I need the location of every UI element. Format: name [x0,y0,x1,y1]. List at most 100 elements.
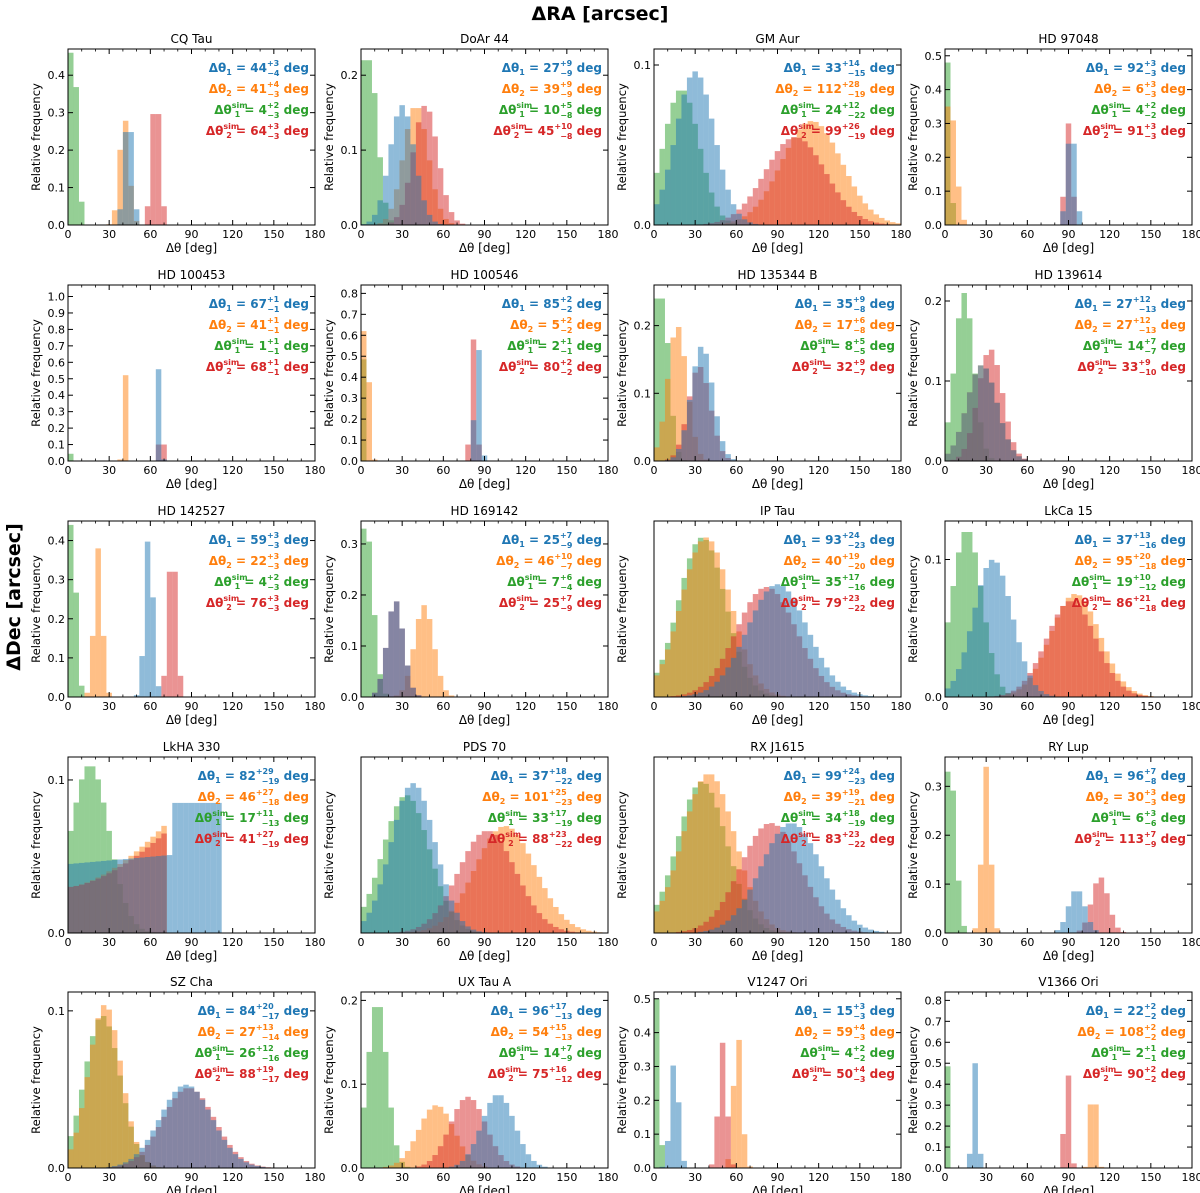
x-axis-label: Δθ [deg] [752,241,803,255]
bar-s1 [659,1145,665,1168]
bar-s2 [1071,601,1077,697]
bar-s2 [697,925,704,933]
bar-d1 [741,219,748,225]
stat-label-s1: Δθsim 1 = 2+1 −1 deg [507,337,602,356]
y-tick-label: 0.3 [925,1099,943,1112]
x-tick-label: 90 [185,1171,199,1184]
bar-d1 [752,878,759,933]
panel-grid: CQ Tau 0 30 60 90 120 150 180 Δθ [deg] 0.0 0.1 0.2 0… [29,32,1200,1193]
bar-d1 [681,430,687,461]
bar-s2 [780,144,786,225]
stat-label-s2: Δθsim 2 = 25+7 −9 deg [499,594,602,613]
bar-d1 [459,1160,466,1168]
stat-label-s2: Δθsim 2 = 76+3 −3 deg [206,594,309,613]
bar-s2 [150,114,156,225]
stat-label-d2: Δθ2 = 101+25 −23 deg [482,788,602,807]
panel-title: HD 100546 [451,268,519,282]
bar-d2 [879,217,885,225]
bar-s1 [955,880,962,933]
bar-d1 [747,889,753,933]
bar-d1 [785,591,792,697]
bar-d1 [983,368,989,461]
x-tick-label: 30 [688,228,702,241]
bar-s2 [741,857,748,933]
x-tick-label: 180 [1182,228,1200,241]
bar-s2 [1115,927,1121,933]
stat-label-d2: Δθ2 = 6+3 −3 deg [1094,80,1186,99]
bar-d2 [851,186,858,225]
y-axis-label: Relative frequency [906,555,920,663]
bar-s2 [675,695,682,697]
bar-d1 [730,657,737,697]
bar-d2 [361,331,367,461]
bar-s1 [945,771,951,933]
x-tick-label: 150 [556,228,577,241]
bar-d1 [128,132,134,225]
panel: HD 97048 0 30 60 90 120 150 180 Δθ [deg] 0.0 0.1 0.… [906,32,1200,255]
histogram-bars [945,766,1127,933]
bar-s2 [454,1109,460,1168]
bar-d1 [703,94,709,225]
bar-d2 [681,831,687,933]
bar-d1 [415,695,422,697]
bar-d2 [426,619,433,697]
x-axis-label: Δθ [deg] [1043,949,1094,963]
x-tick-label: 120 [222,936,243,949]
bar-d2 [404,1150,411,1168]
bar-d1 [796,610,803,697]
bar-d2 [868,209,874,225]
stat-label-d2: Δθ2 = 95+20 −18 deg [1075,552,1186,571]
histogram-bars [68,1005,272,1168]
bar-s1 [73,592,79,697]
y-tick-label: 0.8 [925,994,943,1007]
y-tick-label: 0.1 [48,182,66,195]
bar-d1 [361,921,367,933]
stat-label-s2: Δθsim 2 = 33+9 −10 deg [1077,358,1186,377]
x-tick-label: 120 [1099,700,1120,713]
bar-s1 [361,528,367,697]
x-tick-label: 120 [808,228,829,241]
bar-d1 [654,204,660,225]
bar-d2 [659,664,665,697]
x-axis-label: Δθ [deg] [459,241,510,255]
stat-label-d2: Δθ2 = 40+19 −20 deg [784,552,895,571]
bar-s2 [813,155,819,225]
y-tick-label: 0.3 [925,117,943,130]
stat-label-d2: Δθ2 = 22+3 −3 deg [209,552,309,571]
bar-d2 [703,774,709,933]
bar-d1 [725,667,731,697]
panel-title: SZ Cha [170,975,213,989]
bar-d1 [448,1166,455,1168]
x-tick-label: 150 [263,1171,284,1184]
x-tick-label: 180 [891,1171,912,1184]
bar-d1 [1049,695,1055,697]
bar-s2 [553,926,559,933]
panel-title: RY Lup [1048,740,1088,754]
bar-d1 [432,842,438,933]
bar-d2 [681,589,687,697]
bar-d2 [714,781,720,933]
bar-d1 [155,1120,162,1168]
y-tick-label: 0.2 [925,295,943,308]
y-tick-label: 0.0 [634,455,652,468]
bar-s2 [448,1121,455,1168]
bar-s2 [730,881,737,933]
bar-d2 [117,459,123,461]
bar-d1 [415,787,422,933]
bar-d1 [708,686,715,697]
x-tick-label: 90 [185,228,199,241]
bar-s2 [569,931,576,933]
bar-s1 [361,906,367,933]
bar-d2 [122,1093,129,1168]
bar-d1 [410,783,416,933]
x-tick-label: 0 [942,936,949,949]
y-axis-label: Relative frequency [615,555,629,663]
bar-d1 [366,912,372,933]
y-tick-label: 0.1 [48,439,66,452]
x-tick-label: 60 [143,1171,157,1184]
bar-s1 [393,1145,400,1168]
y-tick-label: 1.0 [48,291,66,304]
bar-s2 [1060,605,1066,697]
bar-s2 [835,192,841,225]
bar-d1 [945,688,951,697]
